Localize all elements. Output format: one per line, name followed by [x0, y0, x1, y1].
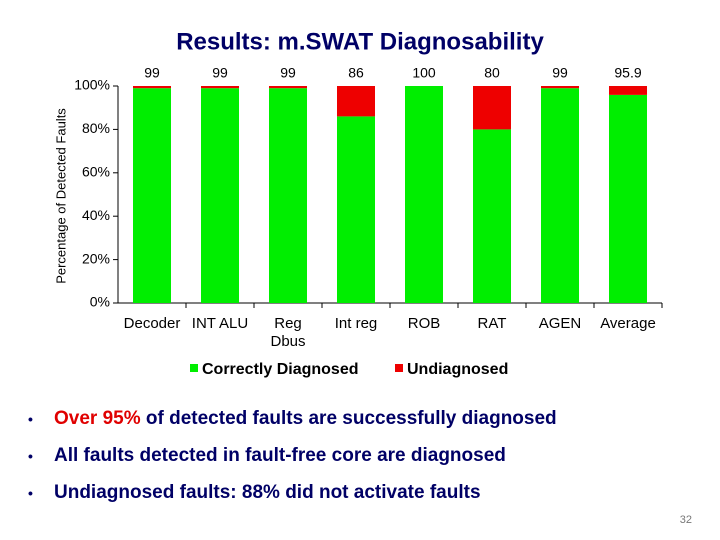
x-tick-label: Average — [600, 315, 656, 332]
bullet: • Over 95% of detected faults are success… — [28, 408, 557, 429]
y-tick-label: 100% — [74, 77, 110, 93]
bar-segment — [201, 86, 239, 89]
x-tick-label: INT ALU — [191, 315, 249, 332]
bullet: • Undiagnosed faults: 88% did not activat… — [28, 482, 481, 503]
data-label: 99 — [212, 65, 228, 81]
bar-segment — [541, 88, 579, 303]
bar-segment — [337, 86, 375, 117]
bar-segment — [133, 88, 171, 303]
x-tick-label: Int reg — [334, 315, 378, 332]
bar-segment — [337, 116, 375, 303]
bar-segment — [269, 86, 307, 89]
legend-label: Undiagnosed — [407, 361, 508, 378]
y-tick-label: 20% — [82, 250, 110, 266]
bullet-highlight: Over 95% — [54, 408, 141, 429]
data-label: 99 — [144, 65, 160, 81]
y-tick-label: 0% — [90, 294, 110, 310]
data-label: 100 — [412, 65, 436, 81]
x-tick-label: RAT — [477, 315, 507, 332]
chart-title: Results: m.SWAT Diagnosability — [176, 28, 544, 55]
bullet-text: of detected faults are successfully diag… — [140, 408, 557, 429]
data-label: 95.9 — [614, 65, 641, 81]
x-tick-label: AGEN — [538, 315, 582, 332]
y-tick-label: 60% — [82, 164, 110, 180]
x-tick-label: Decoder — [123, 315, 181, 332]
y-tick-label: 80% — [82, 120, 110, 136]
bullet: • All faults detected in fault-free core … — [28, 445, 506, 466]
legend-label: Correctly Diagnosed — [202, 361, 358, 378]
y-tick-label: 40% — [82, 207, 110, 223]
data-label: 80 — [484, 65, 500, 81]
bar-segment — [609, 86, 647, 95]
x-tick-label: Reg Dbus — [270, 315, 306, 350]
bar-segment — [609, 94, 647, 303]
bar-segment — [541, 86, 579, 89]
data-label: 99 — [280, 65, 296, 81]
chart: Results: m.SWAT Diagnosability Percentag… — [53, 28, 663, 378]
x-tick-label: ROB — [407, 315, 441, 332]
y-axis-title: Percentage of Detected Faults — [53, 108, 68, 284]
bar-segment — [473, 129, 511, 303]
page-number: 32 — [679, 514, 692, 526]
bar-segment — [473, 86, 511, 130]
bullet-list: • Over 95% of detected faults are success… — [28, 408, 708, 519]
bullet-text: Undiagnosed faults: 88% did not activate… — [54, 482, 481, 503]
bar-segment — [405, 86, 443, 303]
bullet-text: All faults detected in fault-free core a… — [54, 445, 506, 466]
data-label: 99 — [552, 65, 568, 81]
legend-swatch — [190, 364, 198, 372]
data-label: 86 — [348, 65, 364, 81]
bar-segment — [269, 88, 307, 303]
legend-swatch — [395, 364, 403, 372]
bar-segment — [133, 86, 171, 89]
bar-segment — [201, 88, 239, 303]
